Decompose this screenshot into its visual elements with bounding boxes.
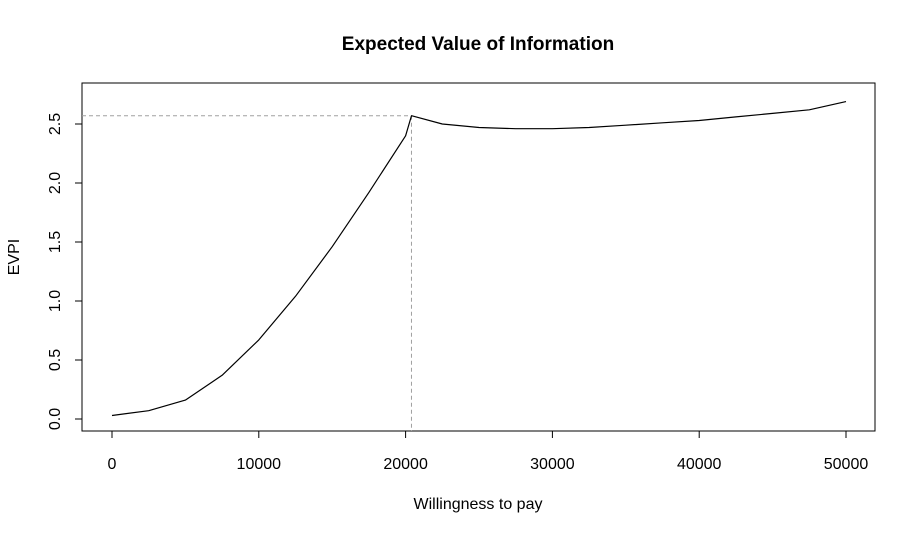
y-tick-label: 1.5 [47,231,64,253]
y-tick-label: 0.5 [47,349,64,371]
y-axis-label: EVPI [6,239,23,275]
x-tick-label: 10000 [237,456,282,473]
series-group [111,101,847,417]
y-tick-label: 2.5 [47,113,64,135]
x-axis-label: Willingness to pay [414,496,543,513]
plot-frame [81,82,876,432]
evpi-line [111,101,847,417]
x-tick-label: 20000 [383,456,428,473]
x-tick-label: 40000 [677,456,722,473]
reference-lines [82,115,412,431]
y-tick-label: 2.0 [47,172,64,194]
y-tick-label: 1.0 [47,290,64,312]
x-tick-label: 0 [108,456,117,473]
x-tick-label: 50000 [824,456,869,473]
x-axis: 0 10000 20000 30000 40000 50000 [108,430,869,473]
chart-title: Expected Value of Information [342,34,614,55]
x-tick-label: 30000 [530,456,575,473]
y-axis: 0.0 0.5 1.0 1.5 2.0 2.5 [47,113,83,430]
y-tick-label: 0.0 [47,408,64,430]
